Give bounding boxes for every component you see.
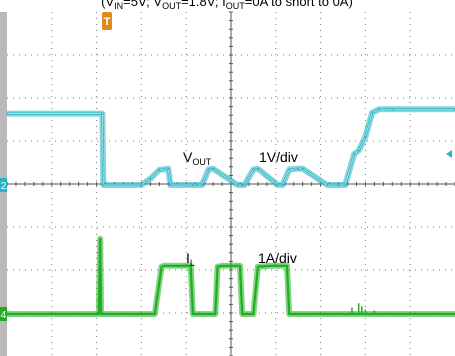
data-point-ch2 <box>236 184 239 186</box>
channel-4-marker: 4 <box>0 307 7 321</box>
data-point-ch4 <box>101 313 104 315</box>
data-point-ch4 <box>288 313 291 315</box>
data-point-ch4 <box>248 313 250 315</box>
data-point-ch2 <box>169 184 172 186</box>
data-point-ch4 <box>286 265 288 267</box>
data-point-ch4 <box>319 313 322 315</box>
data-point-ch4 <box>163 265 165 267</box>
data-point-ch4 <box>136 313 138 315</box>
data-point-ch2 <box>371 112 373 114</box>
il-label-sub: L <box>190 258 195 268</box>
data-point-ch2 <box>243 184 246 186</box>
data-point-ch2 <box>288 168 291 171</box>
channel-2-marker: 2 <box>0 178 7 192</box>
data-point-ch2 <box>326 184 329 186</box>
data-point-ch4 <box>252 313 255 315</box>
data-point-ch2 <box>281 184 284 186</box>
title-prefix: (V <box>101 0 114 9</box>
data-point-ch2 <box>167 167 170 170</box>
data-point-ch2 <box>207 168 210 171</box>
data-point-ch2 <box>196 184 199 186</box>
vout-label: VOUT <box>183 149 212 167</box>
data-point-ch2 <box>102 184 105 186</box>
data-point-ch2 <box>344 184 347 186</box>
data-point-ch4 <box>192 313 194 315</box>
data-point-ch4 <box>189 265 192 267</box>
channel-4-marker-label: 4 <box>1 310 7 321</box>
title-iout-val: =0A to short to 0A) <box>245 0 353 9</box>
waveform-traces <box>6 106 455 317</box>
trigger-marker-bg <box>102 12 112 30</box>
trigger-marker: T <box>102 12 112 30</box>
data-point-ch2 <box>391 108 394 111</box>
vout-label-main: V <box>183 149 193 165</box>
data-point-ch2 <box>6 112 8 115</box>
data-point-ch4 <box>169 265 172 267</box>
data-point-ch4 <box>257 265 259 268</box>
data-point-ch2 <box>101 112 104 115</box>
data-point-ch4 <box>297 313 300 315</box>
data-point-ch2 <box>149 177 152 180</box>
data-point-ch4 <box>214 313 217 315</box>
data-point-ch2 <box>241 184 243 186</box>
data-point-ch4 <box>99 238 101 240</box>
data-point-ch4 <box>98 313 100 315</box>
data-point-ch2 <box>212 167 214 170</box>
data-point-ch4 <box>122 313 125 315</box>
data-point-ch4 <box>201 313 203 315</box>
data-point-ch2 <box>364 136 367 138</box>
channel-2-marker-bg <box>0 178 7 192</box>
data-point-ch4 <box>154 313 156 315</box>
data-point-ch2 <box>140 184 143 186</box>
trigger-level-arrow <box>446 150 452 158</box>
data-point-ch4 <box>355 313 358 315</box>
title-iout-sub: OUT <box>226 1 246 11</box>
channel-4-marker-bg <box>0 307 7 321</box>
data-point-ch4 <box>100 313 102 315</box>
data-point-ch2 <box>277 184 279 186</box>
data-point-ch4 <box>210 313 212 315</box>
data-point-ch2 <box>357 149 360 152</box>
data-point-ch2 <box>252 168 255 171</box>
data-point-ch2 <box>201 184 203 186</box>
data-point-ch2 <box>337 184 340 186</box>
data-point-ch2 <box>301 167 304 170</box>
data-point-ch2 <box>257 167 259 170</box>
il-label-main: I <box>186 250 190 266</box>
trigger-marker-label: T <box>104 16 111 28</box>
data-point-ch2 <box>353 153 356 155</box>
data-point-ch4 <box>216 265 219 268</box>
data-point-ch2 <box>158 169 161 171</box>
il-label: IL <box>186 250 195 268</box>
data-point-ch4 <box>160 265 163 268</box>
data-point-ch2 <box>297 167 300 170</box>
chart-title: (VIN=5V; VOUT=1.8V; IOUT=0A to short to … <box>101 0 353 11</box>
data-point-ch4 <box>221 265 223 267</box>
title-vin-val: =5V; V <box>123 0 162 9</box>
title-vin-sub: IN <box>114 1 123 11</box>
data-point-ch4 <box>270 265 273 267</box>
data-point-ch4 <box>239 265 241 267</box>
title-vout-val: =1.8V; I <box>181 0 226 9</box>
il-scale-label: 1A/div <box>258 250 297 266</box>
channel-2-marker-label: 2 <box>1 181 7 192</box>
data-point-ch4 <box>241 313 243 315</box>
title-vout-sub: OUT <box>162 1 182 11</box>
vout-scale-label: 1V/div <box>259 149 298 165</box>
data-point-ch2 <box>192 184 194 186</box>
data-point-ch2 <box>378 108 380 111</box>
vout-label-sub: OUT <box>192 157 212 167</box>
